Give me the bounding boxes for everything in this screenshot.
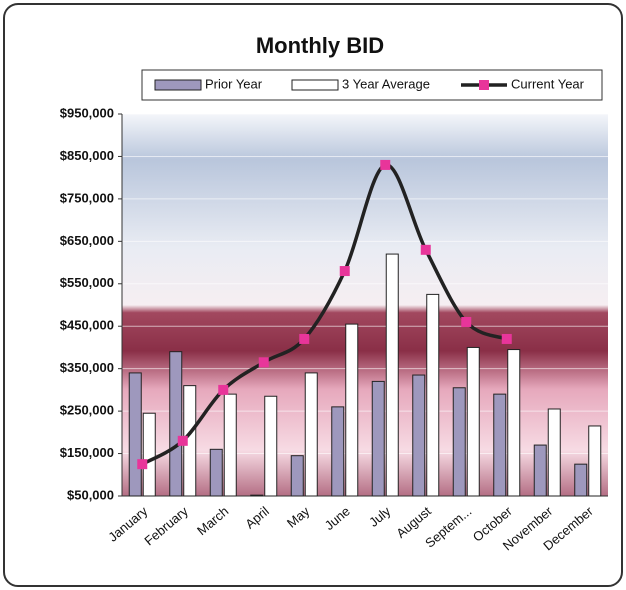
marker	[420, 244, 431, 255]
bar	[412, 374, 426, 497]
y-tick-label: $150,000	[60, 445, 114, 460]
bar	[371, 380, 385, 497]
line	[141, 163, 508, 466]
y-tick-label: $450,000	[60, 318, 114, 333]
y-tick-label: $550,000	[60, 275, 114, 290]
bar	[250, 494, 264, 497]
marker	[137, 459, 148, 470]
bar	[169, 351, 183, 497]
marker	[380, 159, 391, 170]
bar	[426, 293, 440, 497]
bar	[574, 463, 588, 497]
bar	[533, 444, 547, 497]
y-tick-label: $50,000	[67, 487, 114, 502]
bar	[223, 393, 237, 497]
marker	[299, 333, 310, 344]
bar	[331, 406, 345, 497]
bar	[142, 412, 156, 497]
y-tick-label: $250,000	[60, 403, 114, 418]
bar	[345, 323, 359, 497]
legend-label: Current Year	[511, 76, 585, 91]
legend-label: Prior Year	[205, 76, 263, 91]
bar	[547, 408, 561, 497]
marker	[461, 316, 472, 327]
marker	[177, 435, 188, 446]
bar	[588, 425, 602, 497]
bar	[264, 395, 278, 497]
y-tick-label: $750,000	[60, 190, 114, 205]
legend-label: 3 Year Average	[342, 76, 430, 91]
y-tick-label: $350,000	[60, 360, 114, 375]
bar	[507, 349, 521, 497]
bar	[452, 387, 466, 497]
bar	[304, 372, 318, 497]
legend-swatch	[154, 79, 202, 91]
bar	[128, 372, 142, 497]
legend-marker	[479, 80, 489, 90]
y-tick-label: $950,000	[60, 105, 114, 120]
y-tick-label: $650,000	[60, 233, 114, 248]
marker	[218, 384, 229, 395]
bar	[493, 393, 507, 497]
plot-area	[122, 114, 608, 496]
legend-swatch	[291, 79, 339, 91]
marker	[339, 266, 350, 277]
bar	[466, 346, 480, 497]
bar	[290, 455, 304, 497]
chart-title: Monthly BID	[256, 33, 384, 58]
marker	[258, 357, 269, 368]
bar	[209, 448, 223, 497]
legend	[141, 69, 603, 101]
marker	[501, 333, 512, 344]
y-tick-label: $850,000	[60, 148, 114, 163]
bar	[385, 253, 399, 497]
